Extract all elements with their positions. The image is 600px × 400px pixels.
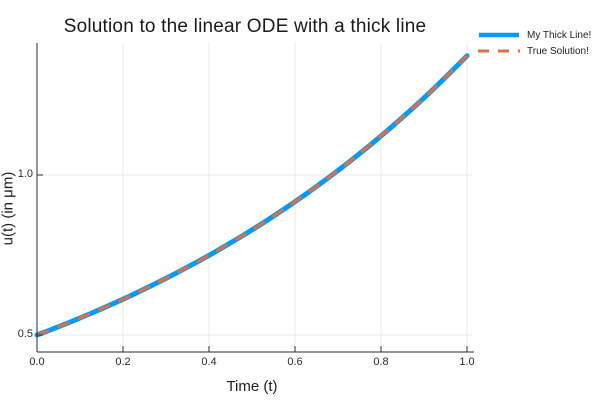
x-tick-label-0.0: 0.0 (29, 356, 45, 368)
x-axis-label: Time (t) (226, 378, 278, 395)
legend-label-thick-line: My Thick Line! (527, 30, 592, 41)
legend-label-true-solution: True Solution! (527, 46, 589, 57)
x-tick-label-0.6: 0.6 (287, 356, 303, 368)
series-true-solution (36, 54, 469, 337)
x-tick-label-1.0: 1.0 (459, 356, 475, 368)
chart-title: Solution to the linear ODE with a thick … (63, 16, 427, 37)
series-my-thick-line (34, 53, 470, 338)
x-tick-label-0.2: 0.2 (115, 356, 131, 368)
axes (36, 43, 474, 353)
gridlines (37, 43, 472, 352)
y-tick-label-1.0: 1.0 (17, 168, 33, 180)
y-axis-label: u(t) (in μm) (0, 171, 17, 246)
y-tick-label-0.5: 0.5 (17, 328, 33, 340)
x-tick-label-0.4: 0.4 (201, 356, 217, 368)
x-tick-label-0.8: 0.8 (373, 356, 389, 368)
